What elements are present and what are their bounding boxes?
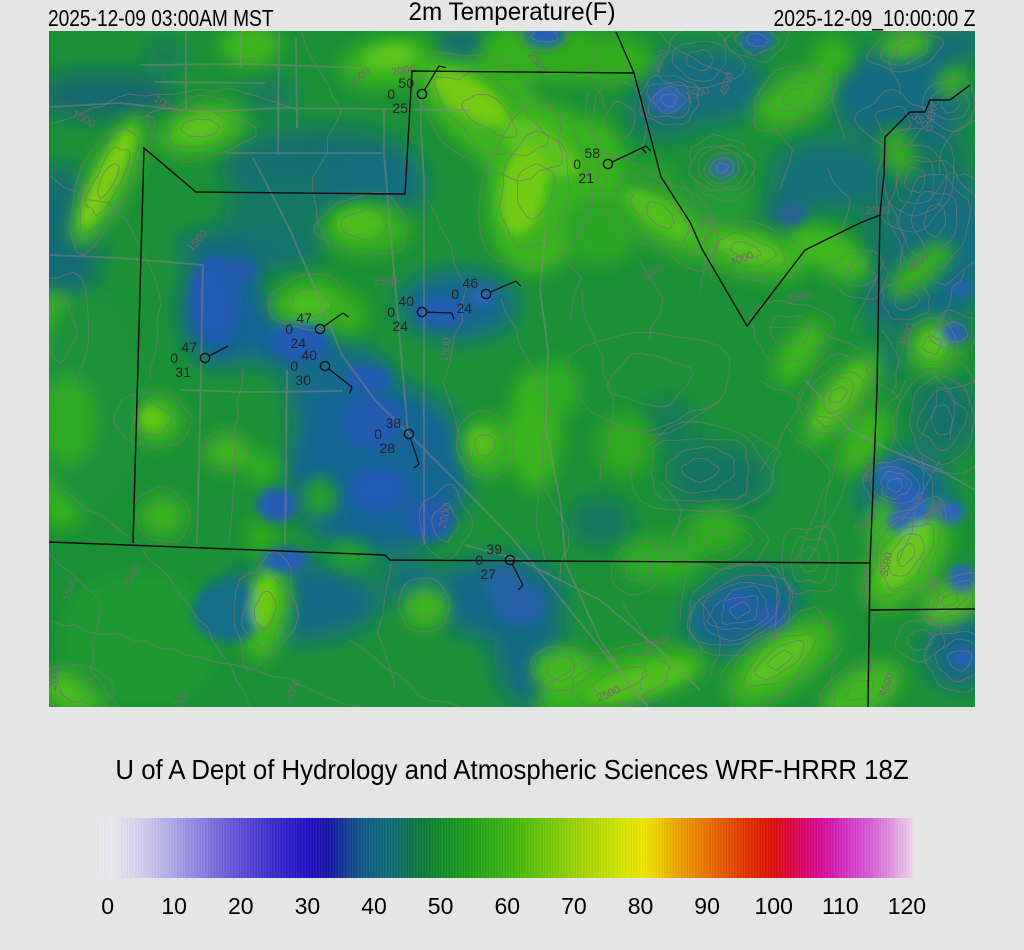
svg-text:3000: 3000 [859, 568, 875, 594]
svg-text:38: 38 [385, 415, 401, 431]
svg-text:5000: 5000 [862, 457, 876, 482]
svg-text:40: 40 [301, 347, 317, 363]
svg-text:39: 39 [486, 541, 502, 557]
svg-text:2500: 2500 [866, 205, 890, 217]
svg-text:2000: 2000 [391, 63, 417, 78]
svg-text:2000: 2000 [49, 664, 63, 690]
svg-text:0: 0 [387, 86, 395, 102]
svg-text:40: 40 [398, 293, 414, 309]
svg-text:30: 30 [295, 372, 311, 388]
svg-text:25: 25 [392, 100, 408, 116]
svg-text:46: 46 [462, 275, 478, 291]
svg-text:0: 0 [170, 350, 178, 366]
svg-text:47: 47 [296, 310, 312, 326]
svg-text:0: 0 [285, 321, 293, 337]
svg-text:58: 58 [584, 145, 600, 161]
svg-text:24: 24 [392, 318, 408, 334]
svg-text:31: 31 [175, 364, 191, 380]
svg-text:2000: 2000 [437, 503, 454, 529]
svg-text:50: 50 [398, 75, 414, 91]
svg-text:1500: 1500 [373, 276, 397, 288]
svg-text:47: 47 [181, 339, 197, 355]
svg-text:3500: 3500 [879, 551, 896, 577]
svg-text:0: 0 [475, 552, 483, 568]
svg-text:3500: 3500 [786, 289, 812, 306]
svg-text:0: 0 [374, 426, 382, 442]
svg-text:24: 24 [456, 300, 472, 316]
svg-text:24: 24 [290, 335, 306, 351]
svg-text:0: 0 [290, 358, 298, 374]
svg-text:0: 0 [573, 156, 581, 172]
svg-text:1500: 1500 [439, 337, 453, 362]
svg-text:28: 28 [379, 440, 395, 456]
svg-text:0: 0 [451, 286, 459, 302]
svg-text:21: 21 [578, 170, 594, 186]
svg-text:27: 27 [480, 566, 496, 582]
svg-text:0: 0 [387, 304, 395, 320]
